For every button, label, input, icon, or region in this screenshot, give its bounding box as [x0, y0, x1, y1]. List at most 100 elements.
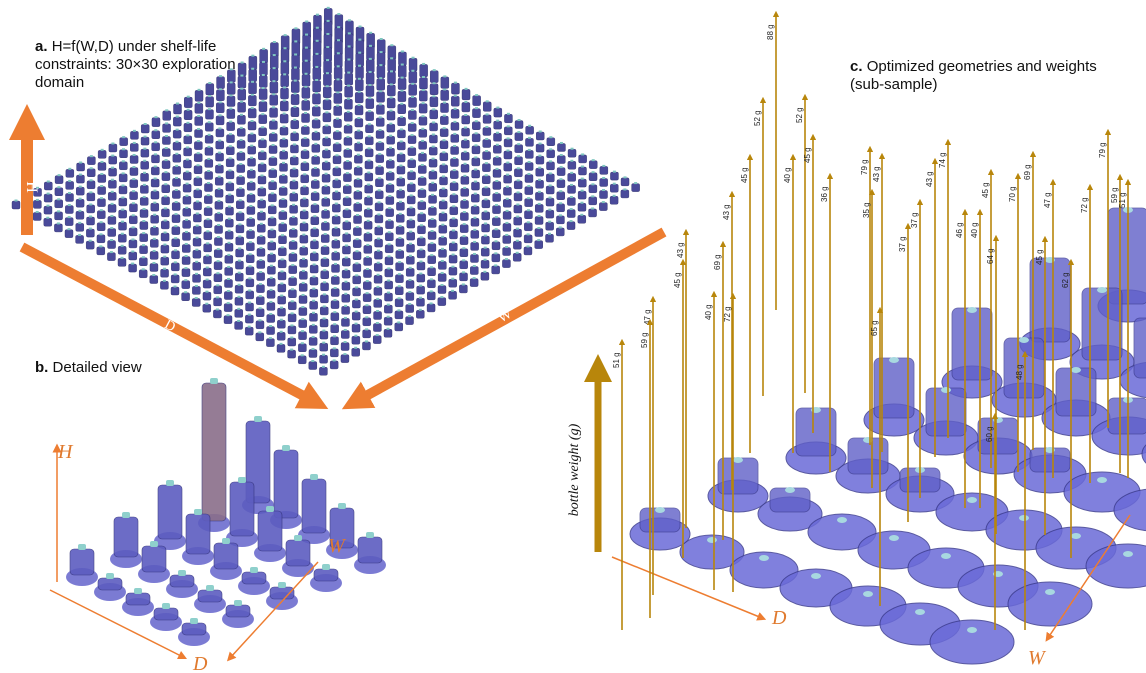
bottle	[128, 239, 138, 249]
bottle-top	[197, 88, 201, 91]
bottle	[266, 314, 275, 323]
bottle-top	[388, 195, 392, 198]
bottle-top	[292, 155, 296, 158]
bottle-top	[399, 176, 403, 179]
bottle	[365, 111, 374, 121]
bottle	[384, 292, 393, 302]
bottle	[341, 306, 350, 315]
bottle	[153, 607, 179, 621]
bottle-top	[452, 205, 456, 208]
bottle-top	[175, 164, 179, 167]
bottle	[406, 256, 415, 265]
bottle-top	[397, 297, 401, 300]
bottle-top	[166, 480, 174, 486]
bottle-top	[472, 277, 476, 280]
bottle-top	[250, 106, 254, 109]
bottle	[192, 262, 201, 271]
bottle-top	[559, 166, 563, 169]
bottle	[406, 268, 415, 277]
weight-label: 79 g	[860, 159, 869, 175]
bottle	[354, 105, 364, 116]
bottle-top	[1071, 367, 1081, 373]
bottle-top	[251, 67, 255, 70]
bottle-top	[569, 220, 573, 223]
bottle-top	[175, 140, 179, 143]
bottle-top	[67, 228, 71, 231]
bottle	[108, 143, 118, 153]
bottle	[428, 158, 438, 168]
bottle-top	[345, 184, 349, 187]
bottle-top	[311, 323, 315, 326]
bottle-top	[291, 227, 295, 230]
bottle-top	[364, 340, 368, 343]
bottle	[64, 229, 74, 238]
bottle	[320, 246, 330, 255]
bottle	[502, 247, 511, 256]
bottle	[385, 232, 394, 241]
bottle-top	[496, 106, 500, 109]
bottle-top	[164, 171, 168, 174]
bottle-top	[430, 242, 434, 245]
bottle-top	[863, 591, 873, 597]
bottle-top	[429, 302, 433, 305]
bottle-top	[516, 167, 520, 170]
bottle-top	[67, 204, 71, 207]
bottle-top	[464, 114, 468, 116]
bottle-top	[134, 588, 142, 594]
bottle-top	[131, 226, 135, 229]
bottle	[310, 192, 320, 201]
bottle	[373, 335, 382, 344]
bottle	[556, 227, 565, 237]
bottle	[245, 254, 255, 263]
bottle	[150, 239, 159, 248]
bottle	[309, 288, 318, 298]
bottle-top	[422, 62, 426, 65]
bottle-top	[216, 236, 220, 239]
bottle	[460, 212, 469, 221]
bottle-top	[227, 277, 230, 280]
bottle-top	[122, 136, 126, 139]
bottle	[461, 89, 471, 101]
bottle	[352, 275, 361, 285]
bottle-top	[260, 138, 264, 141]
bottle-top	[142, 244, 146, 247]
bottle	[214, 201, 224, 210]
bottle	[157, 484, 183, 540]
bottle	[277, 283, 287, 293]
bottle-top	[89, 203, 93, 206]
bottle-top	[57, 186, 61, 189]
bottle	[374, 214, 384, 224]
bottle-top	[409, 194, 413, 197]
bottle-top	[440, 284, 444, 287]
bottle	[171, 226, 181, 235]
bottle-top	[164, 159, 168, 162]
bottle	[181, 256, 191, 265]
bottle-top	[335, 130, 339, 133]
bottle	[236, 152, 246, 161]
bottle-top	[452, 157, 456, 160]
bottle	[311, 168, 320, 177]
bottle-top	[207, 108, 211, 111]
bottle	[172, 178, 181, 187]
bottle-top	[227, 217, 231, 220]
bottle-top	[475, 94, 479, 97]
bottle	[417, 213, 426, 222]
bottle-top	[431, 133, 435, 136]
bottle-top	[121, 172, 125, 175]
bottle	[342, 245, 351, 255]
bottle-top	[250, 132, 254, 135]
bottle	[333, 105, 342, 116]
bottle	[319, 330, 329, 340]
bottle-top	[106, 573, 114, 579]
bottle-top	[390, 57, 394, 60]
bottle-top	[399, 128, 403, 131]
bottle-top	[537, 202, 541, 205]
bottle-top	[174, 249, 177, 252]
bottle-top	[303, 161, 307, 164]
weight-label: 65 g	[870, 320, 879, 336]
bottle	[492, 169, 502, 178]
bottle	[395, 226, 405, 235]
weight-label: 45 g	[1035, 249, 1044, 265]
bottle-top	[442, 163, 446, 166]
bottle-top	[238, 235, 242, 238]
